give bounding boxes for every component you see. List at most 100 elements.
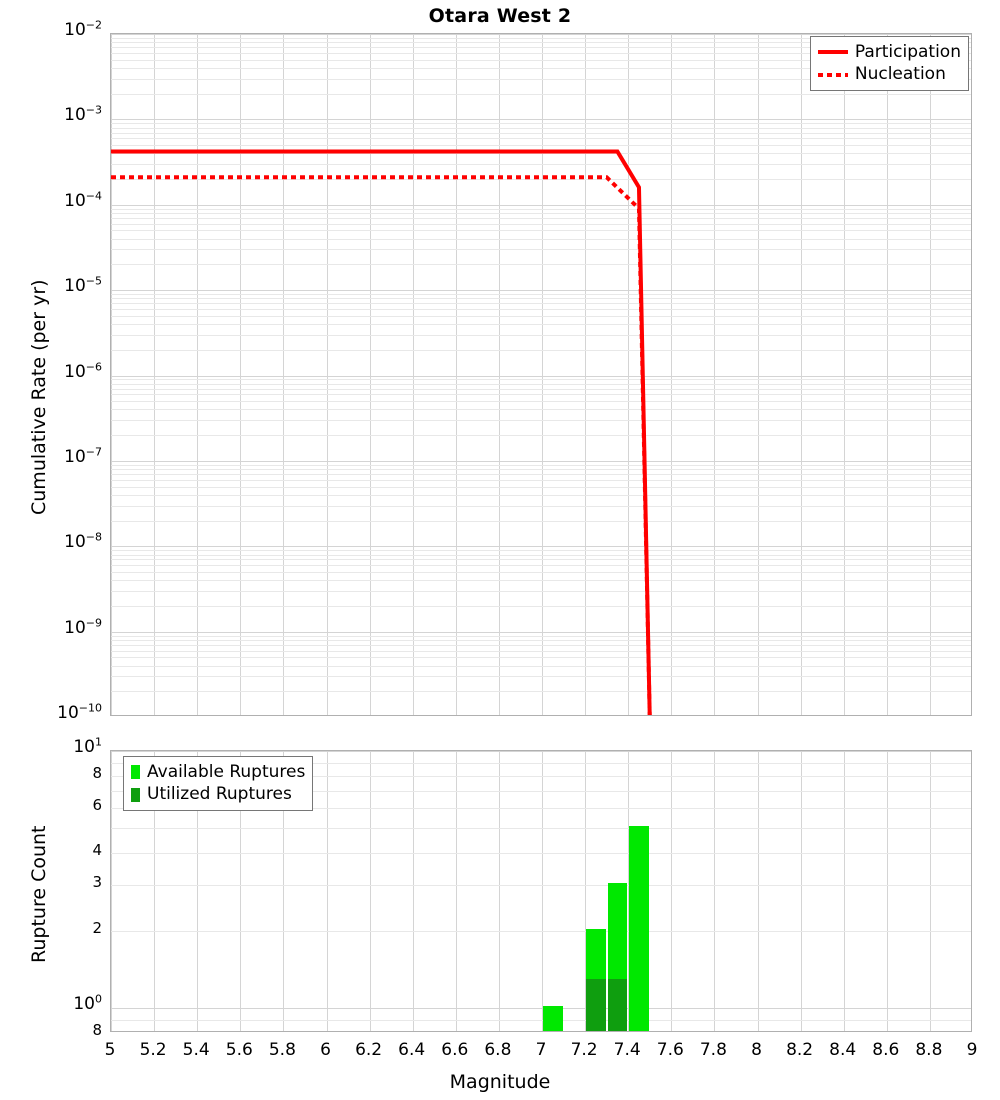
cumulative-rate-plot: Participation Nucleation xyxy=(110,33,972,716)
bottom-panel-bars xyxy=(111,751,971,1031)
gridline-horizontal xyxy=(111,676,971,678)
x-tick-label: 5.6 xyxy=(225,1040,253,1060)
gridline-vertical xyxy=(197,751,199,1031)
gridline-horizontal xyxy=(111,93,971,95)
gridline-horizontal xyxy=(111,494,971,496)
gridline-horizontal xyxy=(111,762,971,764)
x-tick-label: 8.2 xyxy=(786,1040,814,1060)
bar-utilized-ruptures xyxy=(586,978,606,1031)
gridline-horizontal xyxy=(111,123,971,125)
y-tick-label: 3 xyxy=(92,873,102,892)
gridline-horizontal xyxy=(111,853,971,855)
top-panel-curves xyxy=(111,34,971,715)
gridline-horizontal xyxy=(111,78,971,80)
figure-title: Otara West 2 xyxy=(428,5,572,27)
gridline-vertical xyxy=(886,34,888,715)
x-tick-label: 8.4 xyxy=(829,1040,857,1060)
gridline-vertical xyxy=(412,34,414,715)
gridline-vertical xyxy=(154,751,156,1031)
bottom-panel-y-axis-label: Rupture Count xyxy=(28,825,50,964)
legend-label-nucleation: Nucleation xyxy=(854,64,946,85)
gridline-vertical xyxy=(628,34,630,715)
gridline-horizontal xyxy=(111,401,971,403)
y-tick-label: 4 xyxy=(92,841,102,860)
y-tick-label: 6 xyxy=(92,796,102,815)
gridline-vertical xyxy=(369,751,371,1031)
y-tick-label: 10−5 xyxy=(64,274,102,297)
legend-item-utilized-ruptures: Utilized Ruptures xyxy=(131,783,305,805)
gridline-horizontal xyxy=(111,309,971,311)
y-tick-label: 10−2 xyxy=(64,18,102,40)
gridline-horizontal xyxy=(111,751,971,752)
x-tick-label: 8 xyxy=(751,1040,762,1060)
x-tick-label: 7.8 xyxy=(699,1040,727,1060)
bottom-panel-gridlines xyxy=(111,751,971,1031)
y-tick-label: 10−8 xyxy=(64,530,102,553)
gridline-vertical xyxy=(455,34,457,715)
participation-line-icon xyxy=(817,50,848,55)
rupture-count-plot: Available Ruptures Utilized Ruptures xyxy=(110,750,972,1032)
gridline-horizontal xyxy=(111,217,971,219)
gridline-vertical xyxy=(671,34,673,715)
gridline-horizontal xyxy=(111,657,971,659)
gridline-vertical xyxy=(111,34,112,715)
gridline-horizontal xyxy=(111,691,971,693)
gridline-horizontal xyxy=(111,145,971,147)
gridline-horizontal xyxy=(111,605,971,607)
x-tick-label: 6.6 xyxy=(441,1040,469,1060)
legend-label-participation: Participation xyxy=(854,42,961,62)
gridline-horizontal xyxy=(111,59,971,61)
gridline-vertical xyxy=(886,751,888,1031)
y-tick-label: 8 xyxy=(92,763,102,782)
gridline-vertical xyxy=(585,34,587,715)
bar-available-ruptures xyxy=(629,826,649,1031)
gridline-vertical xyxy=(800,34,802,715)
y-tick-label: 8 xyxy=(92,1021,102,1039)
gridline-vertical xyxy=(283,34,285,715)
x-tick-label: 6.8 xyxy=(484,1040,512,1060)
top-panel-legend: Participation Nucleation xyxy=(809,36,969,91)
gridline-horizontal xyxy=(111,650,971,652)
gridline-horizontal xyxy=(111,238,971,240)
y-tick-label: 10−4 xyxy=(64,189,102,211)
top-panel-gridlines xyxy=(111,34,971,715)
gridline-vertical xyxy=(498,751,500,1031)
gridline-horizontal xyxy=(111,383,971,385)
gridline-vertical xyxy=(240,34,242,715)
gridline-horizontal xyxy=(111,379,971,381)
gridline-horizontal xyxy=(111,47,971,49)
gridline-horizontal xyxy=(111,213,971,215)
gridline-vertical xyxy=(197,34,199,715)
gridline-horizontal xyxy=(111,303,971,305)
gridline-vertical xyxy=(542,751,543,1031)
gridline-horizontal xyxy=(111,644,971,646)
nucleation-line-icon xyxy=(817,72,848,77)
legend-item-available-ruptures: Available Ruptures xyxy=(131,761,305,783)
gridline-horizontal xyxy=(111,464,971,466)
bar-available-ruptures xyxy=(543,1006,563,1031)
gridline-vertical xyxy=(843,751,845,1031)
gridline-vertical xyxy=(628,751,630,1031)
gridline-horizontal xyxy=(111,52,971,54)
gridline-horizontal xyxy=(111,571,971,573)
bottom-panel-legend: Available Ruptures Utilized Ruptures xyxy=(123,756,314,811)
gridline-horizontal xyxy=(111,375,971,377)
gridline-vertical xyxy=(714,34,716,715)
gridline-horizontal xyxy=(111,409,971,411)
gridline-horizontal xyxy=(111,639,971,641)
gridline-horizontal xyxy=(111,435,971,437)
gridline-vertical xyxy=(455,751,457,1031)
x-tick-label: 6 xyxy=(320,1040,331,1060)
gridline-horizontal xyxy=(111,119,971,121)
y-tick-label: 10−3 xyxy=(64,103,102,126)
gridline-horizontal xyxy=(111,828,971,830)
x-tick-label: 7.2 xyxy=(570,1040,598,1060)
x-tick-label: 7 xyxy=(535,1040,547,1060)
gridline-horizontal xyxy=(111,264,971,266)
gridline-horizontal xyxy=(111,665,971,667)
available-ruptures-swatch-icon xyxy=(131,765,140,780)
gridline-horizontal xyxy=(111,132,971,134)
gridline-horizontal xyxy=(111,37,971,39)
y-tick-label: 2 xyxy=(92,918,102,937)
gridline-horizontal xyxy=(111,294,971,296)
